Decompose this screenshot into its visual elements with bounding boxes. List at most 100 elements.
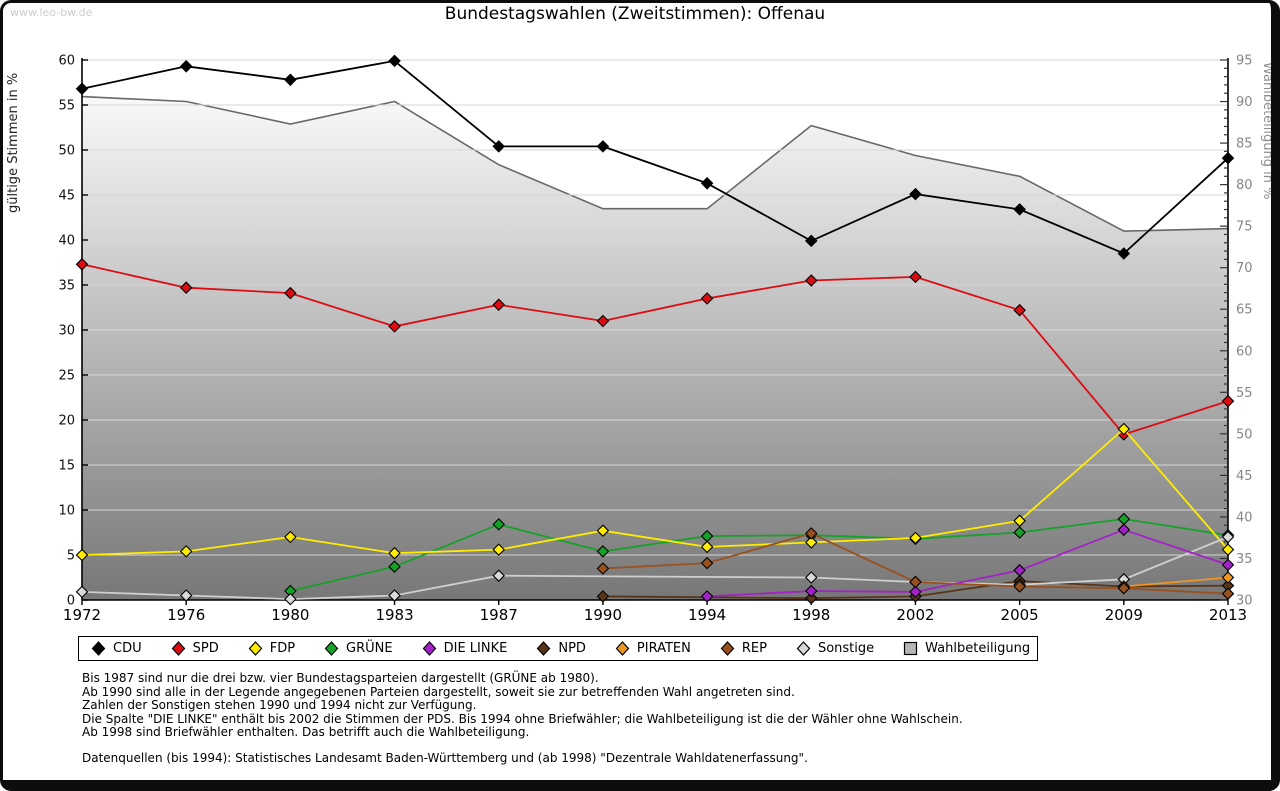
legend-label: FDP (269, 641, 296, 656)
data-point (804, 536, 818, 549)
y-left-tick-label: 50 (58, 144, 75, 159)
diamond-marker-icon (720, 641, 735, 656)
data-point (909, 575, 922, 589)
series-line (290, 518, 1229, 592)
data-point (1221, 530, 1235, 544)
data-point (179, 281, 193, 294)
data-source-note: Datenquellen (bis 1994): Statistisches L… (82, 751, 808, 765)
footnote-line: Bis 1987 sind nur die drei bzw. vier Bun… (82, 671, 599, 685)
chart-legend: CDU SPD FDP GRÜNE DIE LINKE NPD PIRATEN REP Sons… (78, 636, 1038, 661)
x-tick-label: 1990 (584, 606, 622, 624)
legend-item: Sonstige (796, 641, 874, 656)
diamond-marker-icon (537, 641, 551, 656)
diamond-marker-icon (615, 641, 630, 656)
series-spd (75, 258, 1235, 441)
x-tick-label: 1998 (792, 606, 830, 624)
y-left-tick-label: 30 (58, 324, 75, 339)
data-point (75, 258, 89, 271)
y-right-tick-label: 85 (1236, 137, 1253, 152)
data-point (700, 292, 714, 305)
data-point (1221, 151, 1235, 165)
data-point (1013, 514, 1026, 528)
footnote-line: Ab 1990 sind alle in der Legende angegeb… (82, 684, 795, 699)
data-point (596, 590, 610, 603)
data-point (804, 571, 818, 584)
legend-label: REP (741, 641, 767, 656)
data-point (492, 140, 506, 153)
data-point (804, 591, 818, 605)
y-right-tick-label: 80 (1236, 178, 1253, 193)
footnote-line: Zahlen der Sonstigen stehen 1990 und 199… (82, 698, 477, 713)
legend-label: Sonstige (817, 641, 875, 656)
data-point (1221, 558, 1235, 572)
data-point (1221, 394, 1235, 408)
data-point (179, 589, 193, 602)
data-point (596, 545, 610, 558)
y-right-tick-label: 90 (1236, 95, 1253, 110)
y-left-tick-label: 25 (58, 369, 75, 384)
footnote-line: Die Spalte "DIE LINKE" enthält bis 2002 … (82, 711, 963, 726)
diamond-marker-icon (91, 641, 106, 656)
y-right-tick-label: 30 (1236, 594, 1253, 609)
footnote-line: Ab 1998 sind Briefwähler enthalten. Das … (82, 725, 530, 740)
data-point (1013, 303, 1026, 317)
series-line (1123, 576, 1229, 588)
diamond-marker-icon (796, 641, 811, 656)
series-rep (596, 527, 1235, 600)
legend-label: PIRATEN (636, 641, 691, 656)
series-line (81, 427, 1229, 556)
data-point (1117, 582, 1131, 595)
data-point (1117, 422, 1131, 436)
y-left-tick-label: 40 (58, 234, 75, 249)
data-point (284, 73, 297, 87)
x-tick-label: 1972 (63, 606, 101, 624)
data-point (492, 298, 506, 312)
legend-item: CDU (91, 641, 142, 656)
x-tick-label: 1980 (271, 606, 309, 624)
diamond-marker-icon (422, 641, 436, 656)
legend-label: NPD (558, 641, 586, 656)
data-point (1117, 247, 1131, 260)
y-right-tick-label: 55 (1236, 386, 1253, 401)
y-right-tick-label: 60 (1236, 344, 1253, 359)
y-right-tick-label: 40 (1236, 510, 1253, 525)
y-left-tick-label: 45 (58, 189, 75, 204)
data-point (596, 524, 610, 537)
data-point (284, 530, 297, 544)
diamond-marker-icon (248, 641, 263, 656)
data-point (909, 270, 922, 284)
legend-item: REP (720, 641, 767, 656)
site-watermark: www.leo-bw.de (10, 6, 93, 19)
data-point (1013, 203, 1026, 216)
legend-label: CDU (113, 641, 142, 656)
x-tick-label: 1994 (688, 606, 726, 624)
data-point (492, 569, 506, 582)
data-point (804, 234, 818, 248)
y-right-tick-label: 75 (1236, 220, 1253, 235)
data-point (700, 556, 714, 570)
series-line (81, 536, 1229, 601)
turnout-swatch-icon (904, 641, 918, 656)
wahlbeteiligung-area (82, 96, 1228, 600)
y-right-tick-label: 50 (1236, 427, 1253, 442)
series-fdp (75, 422, 1235, 562)
data-point (596, 314, 610, 328)
y-right-tick-label: 95 (1236, 54, 1253, 69)
y-left-tick-label: 55 (58, 99, 75, 114)
data-point (596, 562, 610, 575)
data-point (804, 584, 818, 598)
data-point (1013, 580, 1026, 593)
legend-label: GRÜNE (346, 641, 393, 656)
data-point (804, 274, 818, 287)
x-tick-label: 2009 (1105, 606, 1143, 624)
x-tick-label: 1987 (480, 606, 518, 624)
data-point (388, 54, 401, 68)
diamond-marker-icon (171, 641, 185, 656)
data-point (1221, 543, 1235, 556)
data-point (700, 177, 714, 190)
series-line (81, 263, 1229, 436)
data-point (284, 592, 297, 606)
data-point (75, 548, 89, 562)
data-point (75, 585, 89, 599)
data-point (909, 585, 922, 599)
